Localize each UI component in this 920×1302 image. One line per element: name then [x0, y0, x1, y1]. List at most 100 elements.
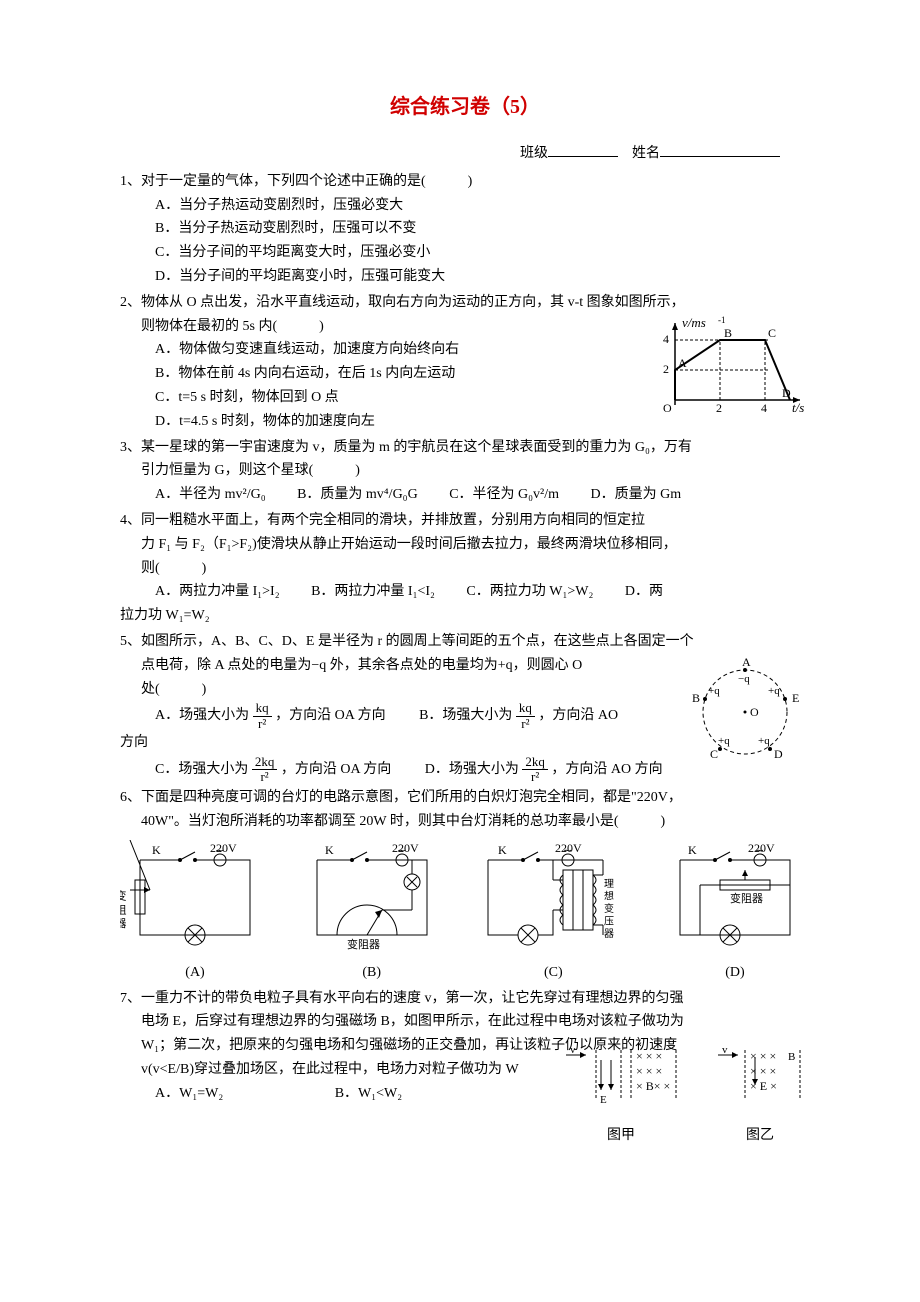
circuit-b: ∼ K 220V 变阻器 (B): [297, 840, 447, 985]
svg-text:C: C: [710, 747, 718, 761]
circuit-b-label: (B): [297, 961, 447, 985]
svg-text:220V: 220V: [555, 841, 582, 855]
svg-text:B: B: [724, 326, 732, 340]
page-title: 综合练习卷（5）: [120, 90, 810, 124]
svg-text:E: E: [792, 691, 799, 705]
q2-figure: 2 4 2 4 O v/ms -1 t/s A B C D: [660, 315, 810, 424]
q3-opt-c: C．半径为 G₀v²/m: [449, 483, 559, 507]
q3-stem1: 3、某一星球的第一宇宙速度为 v，质量为 m 的宇航员在这个星球表面受到的重力为…: [120, 436, 810, 460]
svg-text:+q: +q: [708, 685, 720, 697]
q4-opt-c: C．两拉力功 W₁>W₂: [466, 580, 593, 604]
svg-text:B: B: [692, 691, 700, 705]
q5-opt-d: D．场强大小为 2kqr² ，方向沿 AO 方向: [425, 755, 663, 785]
q7-fig2: v × × × × × × × E × B 图乙: [710, 1045, 810, 1148]
q4-stem2: 力 F₁ 与 F₂（F₁>F₂)使滑块从静止开始运动一段时间后撤去拉力，最终两滑…: [120, 533, 810, 557]
svg-text:C: C: [768, 326, 776, 340]
circuit-d: ∼ K 220V 变阻器 (D): [660, 840, 810, 985]
svg-text:t/s: t/s: [792, 400, 804, 415]
svg-text:K: K: [498, 843, 507, 857]
svg-text:O: O: [750, 705, 759, 719]
q6-circuits: ∼ K 220V 变 阻 器 (A) ∼: [120, 840, 810, 985]
q3-stem2: 引力恒量为 G，则这个星球( ): [120, 459, 810, 483]
svg-text:D: D: [782, 386, 791, 400]
svg-text:+q: +q: [768, 685, 780, 697]
svg-text:220V: 220V: [210, 841, 237, 855]
q1-opt-a: A．当分子热运动变剧烈时，压强必变大: [155, 194, 810, 218]
svg-text:B: B: [788, 1051, 795, 1063]
question-6: 6、下面是四种亮度可调的台灯的电路示意图，它们所用的白炽灯泡完全相同，都是"22…: [120, 786, 810, 984]
q4-opt-a: A．两拉力冲量 I₁>I₂: [155, 580, 280, 604]
q6-stem1: 6、下面是四种亮度可调的台灯的电路示意图，它们所用的白炽灯泡完全相同，都是"22…: [120, 786, 810, 810]
svg-text:2: 2: [663, 362, 669, 376]
q5-figure: A E D C B O −q +q +q +q +q: [680, 654, 810, 773]
question-1: 1、对于一定量的气体，下列四个论述中正确的是( ) A．当分子热运动变剧烈时，压…: [120, 170, 810, 289]
q4-opt-d-wrap: 拉力功 W₁=W₂: [120, 604, 810, 628]
q7-stem2: 电场 E，后穿过有理想边界的匀强磁场 B，如图甲所示，在此过程中电场对该粒子做功…: [120, 1010, 810, 1034]
question-4: 4、同一粗糙水平面上，有两个完全相同的滑块，并排放置，分别用方向相同的恒定拉 力…: [120, 509, 810, 628]
svg-text:-1: -1: [718, 315, 726, 325]
q7-fig2-cap: 图乙: [710, 1124, 810, 1148]
circuit-a-label: (A): [120, 961, 270, 985]
q4-stem1: 4、同一粗糙水平面上，有两个完全相同的滑块，并排放置，分别用方向相同的恒定拉: [120, 509, 810, 533]
svg-text:4: 4: [663, 332, 669, 346]
q1-opt-c: C．当分子间的平均距离变大时，压强必变小: [155, 241, 810, 265]
question-7: 7、一重力不计的带负电粒子具有水平向右的速度 v，第一次，让它先穿过有理想边界的…: [120, 987, 810, 1149]
q3-opt-b: B．质量为 mv⁴/G₀G: [297, 483, 418, 507]
q5-stem1: 5、如图所示，A、B、C、D、E 是半径为 r 的圆周上等间距的五个点，在这些点…: [120, 630, 810, 654]
q4-opt-b: B．两拉力冲量 I₁<I₂: [311, 580, 435, 604]
svg-text:v/ms: v/ms: [682, 315, 706, 330]
svg-text:220V: 220V: [748, 841, 775, 855]
q2-stem1: 2、物体从 O 点出发，沿水平直线运动，取向右方向为运动的正方向，其 v-t 图…: [120, 291, 810, 315]
question-5: 5、如图所示，A、B、C、D、E 是半径为 r 的圆周上等间距的五个点，在这些点…: [120, 630, 810, 784]
svg-text:A: A: [742, 655, 751, 669]
name-blank[interactable]: [660, 142, 780, 157]
circuit-c-label: (C): [473, 961, 633, 985]
svg-text:v: v: [722, 1045, 728, 1056]
circuit-a: ∼ K 220V 变 阻 器 (A): [120, 840, 270, 985]
svg-text:D: D: [774, 747, 783, 761]
q1-stem: 1、对于一定量的气体，下列四个论述中正确的是( ): [120, 170, 810, 194]
svg-text:变 阻 器: 变 阻 器: [120, 889, 127, 930]
svg-text:E: E: [600, 1094, 607, 1106]
q4-opt-d: D．两: [625, 580, 663, 604]
q7-opt-a: A．W₁=W₂: [155, 1082, 223, 1106]
svg-text:−q: −q: [738, 673, 750, 685]
q7-stem1: 7、一重力不计的带负电粒子具有水平向右的速度 v，第一次，让它先穿过有理想边界的…: [120, 987, 810, 1011]
svg-text:O: O: [663, 401, 672, 415]
student-header: 班级 姓名: [120, 142, 810, 166]
q4-stem3: 则( ): [120, 557, 810, 581]
q6-stem2: 40W"。当灯泡所消耗的功率都调至 20W 时，则其中台灯消耗的总功率最小是( …: [120, 810, 810, 834]
name-label: 姓名: [632, 146, 660, 161]
q1-opt-d: D．当分子间的平均距离变小时，压强可能变大: [155, 265, 810, 289]
svg-text:理 想 变 压 器: 理 想 变 压 器: [602, 878, 614, 939]
question-3: 3、某一星球的第一宇宙速度为 v，质量为 m 的宇航员在这个星球表面受到的重力为…: [120, 436, 810, 507]
svg-text:4: 4: [761, 401, 767, 415]
class-blank[interactable]: [548, 142, 618, 157]
question-2: 2、物体从 O 点出发，沿水平直线运动，取向右方向为运动的正方向，其 v-t 图…: [120, 291, 810, 434]
svg-text:220V: 220V: [392, 841, 419, 855]
q1-opt-b: B．当分子热运动变剧烈时，压强可以不变: [155, 217, 810, 241]
svg-text:+q: +q: [758, 735, 770, 747]
svg-text:× × ×: × × ×: [636, 1064, 662, 1078]
svg-text:K: K: [325, 843, 334, 857]
q5-opt-a: A．场强大小为 kqr² ，方向沿 OA 方向: [155, 701, 386, 731]
svg-text:K: K: [152, 843, 161, 857]
svg-text:K: K: [688, 843, 697, 857]
svg-text:2: 2: [716, 401, 722, 415]
q7-opt-b: B．W₁<W₂: [335, 1082, 402, 1106]
svg-text:× × ×: × × ×: [750, 1049, 776, 1063]
svg-text:× × ×: × × ×: [636, 1049, 662, 1063]
circuit-d-label: (D): [660, 961, 810, 985]
q7-fig1: v E × × × × × × × B× × 图甲: [556, 1045, 686, 1148]
svg-text:× × ×: × × ×: [750, 1064, 776, 1078]
q7-fig1-cap: 图甲: [556, 1124, 686, 1148]
class-label: 班级: [520, 146, 548, 161]
svg-text:变阻器: 变阻器: [730, 891, 763, 905]
circuit-c: ∼ K 220V 理 想 变: [473, 840, 633, 985]
svg-text:v: v: [570, 1045, 576, 1056]
q5-opt-c: C．场强大小为 2kqr² ，方向沿 OA 方向: [155, 755, 391, 785]
svg-text:× B× ×: × B× ×: [636, 1079, 670, 1093]
svg-text:A: A: [678, 356, 687, 370]
svg-text:变阻器: 变阻器: [347, 937, 380, 950]
svg-text:+q: +q: [718, 735, 730, 747]
